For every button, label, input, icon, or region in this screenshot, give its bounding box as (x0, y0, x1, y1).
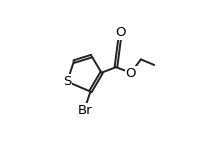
Text: O: O (126, 67, 136, 80)
Text: O: O (115, 26, 126, 39)
Text: S: S (63, 75, 71, 88)
Text: Br: Br (77, 104, 92, 117)
